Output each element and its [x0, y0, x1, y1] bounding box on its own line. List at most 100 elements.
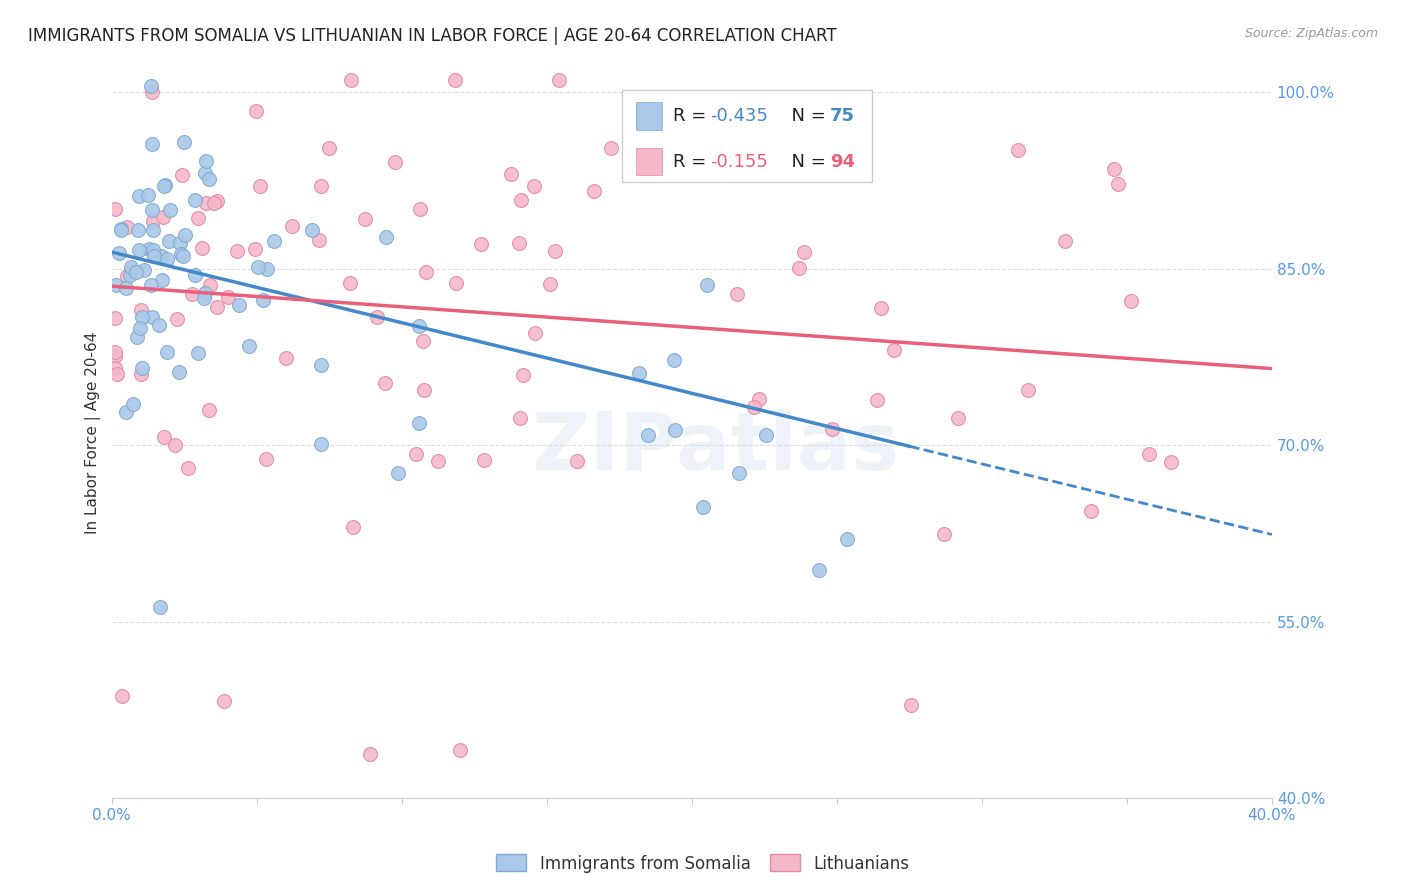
- Point: [249, 178, 271, 193]
- Point: [141, 85, 163, 99]
- Point: [120, 268, 142, 282]
- Point: [125, 330, 148, 344]
- Point: [339, 276, 361, 290]
- Point: [793, 244, 815, 259]
- Point: [637, 428, 659, 442]
- Point: [544, 244, 567, 259]
- Point: [131, 310, 153, 325]
- Point: [198, 171, 221, 186]
- Point: [412, 334, 434, 348]
- Point: [311, 178, 333, 193]
- Point: [342, 520, 364, 534]
- Point: [309, 437, 332, 451]
- Point: [136, 187, 159, 202]
- Legend: Immigrants from Somalia, Lithuanians: Immigrants from Somalia, Lithuanians: [489, 847, 917, 880]
- Point: [787, 260, 810, 275]
- Point: [301, 223, 323, 237]
- Point: [1053, 234, 1076, 248]
- Point: [139, 78, 162, 93]
- Point: [183, 194, 205, 208]
- Point: [142, 223, 165, 237]
- Point: [141, 136, 163, 151]
- Point: [150, 249, 173, 263]
- Point: [547, 73, 569, 87]
- Point: [226, 244, 249, 258]
- Text: Source: ZipAtlas.com: Source: ZipAtlas.com: [1244, 27, 1378, 40]
- Point: [821, 422, 844, 436]
- Point: [148, 600, 170, 615]
- Point: [387, 466, 409, 480]
- Point: [263, 234, 285, 248]
- Point: [111, 689, 134, 703]
- Point: [725, 286, 748, 301]
- Point: [131, 368, 153, 382]
- Point: [207, 300, 229, 314]
- Point: [134, 263, 156, 277]
- Point: [204, 196, 226, 211]
- Point: [167, 365, 190, 379]
- FancyBboxPatch shape: [623, 90, 872, 182]
- Point: [340, 73, 363, 87]
- Point: [172, 250, 194, 264]
- Point: [354, 212, 377, 227]
- FancyBboxPatch shape: [636, 102, 662, 130]
- Point: [807, 563, 830, 577]
- Point: [509, 411, 531, 425]
- Point: [187, 345, 209, 359]
- Point: [501, 167, 523, 181]
- Point: [159, 202, 181, 217]
- Point: [184, 268, 207, 282]
- Point: [186, 211, 208, 225]
- Point: [408, 416, 430, 430]
- Point: [195, 153, 218, 168]
- Point: [129, 321, 152, 335]
- Point: [163, 438, 186, 452]
- Point: [173, 228, 195, 243]
- Point: [246, 260, 269, 275]
- Point: [728, 466, 751, 480]
- Point: [104, 360, 127, 375]
- Point: [523, 179, 546, 194]
- Point: [449, 743, 471, 757]
- Point: [104, 349, 127, 363]
- Point: [1080, 504, 1102, 518]
- Point: [374, 376, 396, 390]
- Point: [142, 243, 165, 257]
- Point: [748, 392, 770, 406]
- Point: [415, 264, 437, 278]
- Point: [127, 223, 149, 237]
- Point: [114, 405, 136, 419]
- Point: [104, 311, 127, 326]
- Point: [131, 302, 153, 317]
- Point: [427, 454, 450, 468]
- Point: [105, 278, 128, 293]
- Point: [142, 214, 165, 228]
- Point: [120, 265, 142, 279]
- Point: [274, 351, 297, 366]
- Point: [156, 252, 179, 266]
- Point: [107, 246, 129, 260]
- Point: [359, 747, 381, 762]
- Point: [1017, 383, 1039, 397]
- Point: [128, 243, 150, 257]
- Point: [141, 203, 163, 218]
- Point: [166, 312, 188, 326]
- Point: [472, 453, 495, 467]
- Point: [128, 189, 150, 203]
- Point: [131, 360, 153, 375]
- Point: [217, 291, 239, 305]
- Point: [883, 343, 905, 357]
- Point: [742, 400, 765, 414]
- Point: [664, 424, 686, 438]
- Point: [384, 155, 406, 169]
- Point: [152, 211, 174, 225]
- Point: [152, 179, 174, 194]
- Point: [115, 268, 138, 283]
- Point: [308, 233, 330, 247]
- Point: [281, 219, 304, 234]
- Point: [110, 223, 132, 237]
- Point: [194, 286, 217, 301]
- Point: [142, 248, 165, 262]
- Point: [156, 344, 179, 359]
- Point: [194, 165, 217, 179]
